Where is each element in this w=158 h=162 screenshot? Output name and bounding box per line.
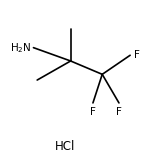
Text: F: F (134, 50, 140, 60)
Text: F: F (90, 107, 96, 117)
Text: H$_2$N: H$_2$N (10, 41, 32, 55)
Text: F: F (116, 107, 122, 117)
Text: HCl: HCl (55, 140, 75, 153)
